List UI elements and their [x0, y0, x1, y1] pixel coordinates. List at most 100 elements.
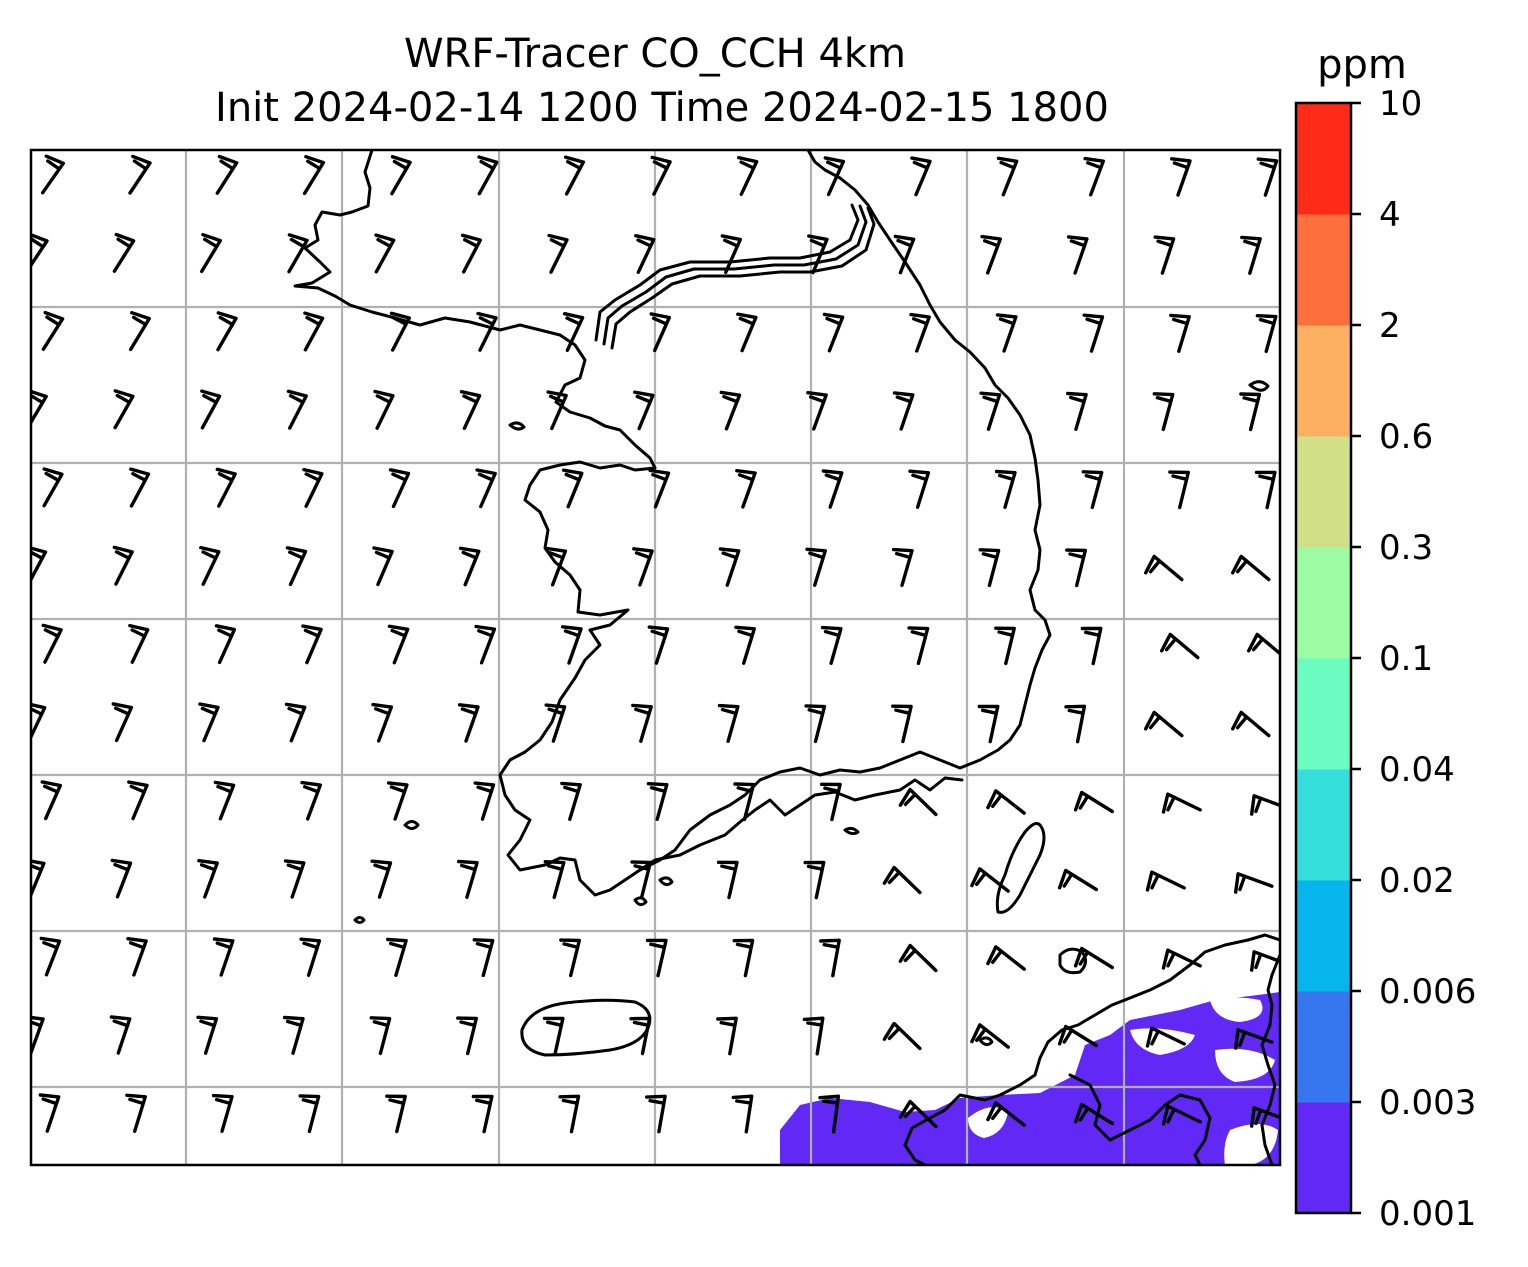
colorbar-tick-label: 0.04 [1379, 750, 1455, 790]
map-frame [29, 148, 1282, 1167]
wind-barb [1247, 632, 1280, 656]
wind-barb [196, 1015, 219, 1055]
colorbar-tick-label: 4 [1379, 195, 1401, 235]
wind-barb [562, 312, 585, 352]
wind-barb [282, 1015, 305, 1055]
wind-barb [370, 859, 393, 899]
wind-barb [31, 233, 49, 269]
wind-barb [1234, 872, 1274, 894]
wind-barb [1255, 314, 1278, 354]
wind-barb [731, 1094, 754, 1134]
wind-barb [720, 234, 742, 275]
wind-barb [647, 625, 670, 665]
wind-barb [819, 782, 842, 822]
wind-barb [109, 1015, 132, 1055]
wind-barb [473, 781, 496, 821]
wind-barb [199, 545, 221, 586]
wind-barb [806, 391, 828, 431]
wind-barb [1073, 790, 1114, 814]
wind-barb [908, 469, 931, 509]
wind-barb [561, 625, 583, 665]
wind-barb [979, 391, 1002, 431]
wind-barb [1250, 1106, 1280, 1128]
wind-barb [41, 154, 65, 195]
wind-barb [459, 390, 482, 430]
wind-barb [387, 624, 410, 665]
wind-barb [126, 937, 148, 977]
colorbar-segment [1296, 103, 1351, 215]
wind-barb [389, 311, 411, 352]
islands [1248, 380, 1270, 392]
wind-barb [457, 703, 480, 743]
wind-barb [892, 391, 915, 431]
japan-kyushu [903, 933, 1280, 1165]
wind-barb [1081, 470, 1104, 510]
wind-barb [996, 156, 1019, 197]
wind-barb [215, 467, 237, 508]
wind-barb [543, 860, 566, 900]
wind-barb [1170, 157, 1192, 197]
wind-barb [736, 312, 758, 353]
wind-barb [372, 546, 394, 587]
wind-barb [980, 234, 1002, 275]
wind-barb [970, 867, 1010, 893]
wind-barb [1065, 548, 1087, 588]
colorbar-segment [1296, 436, 1351, 548]
wind-barb [386, 781, 409, 821]
wind-barb [371, 702, 393, 743]
wind-barb [475, 468, 497, 509]
wind-barb [1057, 868, 1098, 892]
wind-barb [300, 780, 322, 821]
wind-barb [460, 233, 482, 274]
wind-barb [994, 469, 1017, 509]
wind-barb [374, 233, 396, 274]
plume-hole [1130, 1028, 1195, 1055]
wind-barb [1073, 946, 1114, 970]
wind-barb [1161, 792, 1202, 814]
wind-barb [563, 155, 586, 196]
wind-barb [198, 702, 220, 743]
wind-barb [1083, 156, 1105, 197]
colorbar-segment [1296, 325, 1351, 437]
wind-barb [818, 1094, 841, 1134]
wind-barb [542, 1016, 565, 1056]
wind-barb [560, 781, 582, 821]
wind-barb [31, 1015, 45, 1055]
wind-barb [477, 155, 499, 196]
wind-barb [803, 860, 826, 900]
wind-barb [978, 548, 1001, 588]
colorbar-tick-label: 0.1 [1379, 639, 1433, 679]
wind-barb [546, 390, 568, 431]
wind-barb [733, 782, 756, 822]
colorbar-tick-label: 0.3 [1379, 528, 1433, 568]
wind-barb [561, 468, 584, 509]
wind-barb [802, 1016, 825, 1056]
wind-barb [1254, 470, 1277, 510]
map-title-line1: WRF-Tracer CO_CCH 4km [404, 31, 906, 77]
japan-kyushu-inner [1068, 1073, 1212, 1165]
wind-barb [735, 469, 757, 509]
korea-west-coast [293, 150, 1052, 897]
wind-barb [822, 312, 845, 353]
colorbar-segment [1296, 991, 1351, 1103]
wind-barb [302, 155, 326, 196]
wind-barb [630, 860, 653, 900]
wind-barb [986, 945, 1026, 971]
colorbar-tick-label: 0.003 [1379, 1083, 1476, 1123]
wind-barb [302, 467, 324, 508]
wind-barb [632, 547, 654, 587]
wind-barb [111, 702, 134, 743]
wind-barb [301, 624, 323, 665]
wind-barb [129, 311, 151, 352]
wind-barb [629, 1016, 652, 1056]
wind-barb [1064, 704, 1087, 744]
wind-barb [716, 1016, 738, 1056]
wind-barb [1144, 554, 1184, 582]
wind-barb [197, 859, 219, 899]
wind-barb [286, 389, 308, 430]
map-title-line2: Init 2024-02-14 1200 Time 2024-02-15 180… [215, 85, 1109, 131]
wind-barb [650, 155, 672, 196]
wind-barb [125, 1093, 147, 1133]
wind-barb [1152, 392, 1175, 432]
